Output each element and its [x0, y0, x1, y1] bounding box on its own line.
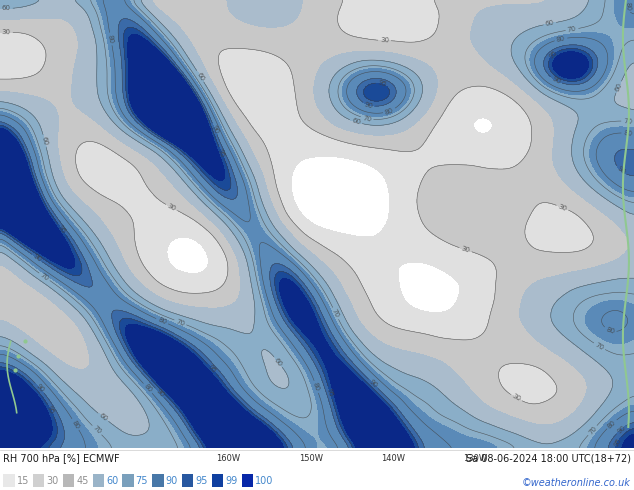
- Text: 95: 95: [377, 80, 387, 88]
- Text: 80: 80: [625, 1, 631, 11]
- Text: 80: 80: [312, 382, 321, 392]
- Text: 30: 30: [166, 203, 177, 212]
- Text: 90: 90: [165, 476, 178, 486]
- Text: 60: 60: [351, 118, 361, 126]
- Bar: [63, 474, 74, 487]
- Text: 90: 90: [155, 388, 165, 398]
- Text: 70: 70: [623, 118, 633, 125]
- Text: 90: 90: [368, 379, 378, 389]
- Text: 80: 80: [623, 130, 633, 137]
- Text: 45: 45: [76, 476, 89, 486]
- Text: ©weatheronline.co.uk: ©weatheronline.co.uk: [522, 477, 631, 488]
- Text: 80: 80: [605, 326, 616, 335]
- Text: 95: 95: [46, 405, 56, 416]
- Text: 30: 30: [380, 37, 389, 44]
- Text: 60: 60: [98, 412, 108, 422]
- Text: 90: 90: [551, 75, 562, 85]
- Text: 80: 80: [606, 419, 617, 429]
- Text: 60: 60: [273, 357, 283, 368]
- Text: 70: 70: [567, 26, 577, 33]
- Text: 30: 30: [511, 393, 522, 403]
- Text: 70: 70: [594, 342, 605, 351]
- Text: 70: 70: [92, 425, 102, 436]
- Text: 130W: 130W: [463, 454, 488, 463]
- Text: 90: 90: [363, 101, 374, 109]
- Text: 30: 30: [460, 245, 471, 254]
- Text: 15: 15: [16, 476, 29, 486]
- Text: 30: 30: [2, 29, 11, 35]
- Text: 90: 90: [32, 253, 42, 263]
- Text: 70: 70: [175, 318, 186, 327]
- Point: [10, 366, 20, 374]
- Bar: [182, 474, 193, 487]
- Text: 75: 75: [136, 476, 148, 486]
- Text: 150W: 150W: [299, 454, 323, 463]
- Text: 70: 70: [587, 425, 598, 436]
- Text: 95: 95: [548, 49, 559, 60]
- Text: 30: 30: [46, 476, 58, 486]
- Text: 30: 30: [557, 203, 568, 212]
- Text: 70: 70: [39, 272, 50, 282]
- Text: 99: 99: [225, 476, 237, 486]
- Bar: [212, 474, 223, 487]
- Text: 60: 60: [545, 20, 555, 27]
- Text: 160W: 160W: [216, 454, 240, 463]
- Text: 95: 95: [57, 224, 67, 235]
- Text: 140W: 140W: [381, 454, 405, 463]
- Text: 95: 95: [195, 476, 208, 486]
- Text: 70: 70: [362, 115, 372, 122]
- Text: 60: 60: [195, 71, 205, 82]
- Text: 60: 60: [2, 5, 11, 11]
- Bar: [3, 474, 15, 487]
- Text: 90: 90: [616, 166, 626, 176]
- Text: 80: 80: [556, 35, 566, 43]
- Text: 60: 60: [106, 476, 118, 486]
- Text: 90: 90: [616, 424, 626, 435]
- Bar: [93, 474, 104, 487]
- Point: [13, 352, 23, 360]
- Point: [20, 338, 30, 345]
- Bar: [33, 474, 44, 487]
- Text: RH 700 hPa [%] ECMWF: RH 700 hPa [%] ECMWF: [3, 453, 120, 464]
- Text: 90: 90: [210, 123, 219, 134]
- Text: 95: 95: [207, 364, 217, 374]
- Text: 95: 95: [326, 388, 334, 398]
- Text: 80: 80: [157, 317, 167, 326]
- Text: 60: 60: [41, 136, 49, 146]
- Text: Sa 08-06-2024 18:00 UTC(18+72): Sa 08-06-2024 18:00 UTC(18+72): [466, 453, 631, 464]
- Text: 80: 80: [143, 383, 153, 394]
- Bar: [122, 474, 134, 487]
- Text: 100: 100: [255, 476, 273, 486]
- Text: 80: 80: [70, 419, 81, 430]
- Text: 95: 95: [613, 437, 623, 448]
- Text: 60: 60: [614, 82, 623, 92]
- Text: 80: 80: [384, 107, 394, 116]
- Text: 90: 90: [34, 383, 45, 393]
- Text: 70: 70: [331, 308, 340, 319]
- Text: 80: 80: [107, 34, 115, 44]
- Bar: [152, 474, 164, 487]
- Bar: [242, 474, 253, 487]
- Text: 95: 95: [217, 147, 226, 158]
